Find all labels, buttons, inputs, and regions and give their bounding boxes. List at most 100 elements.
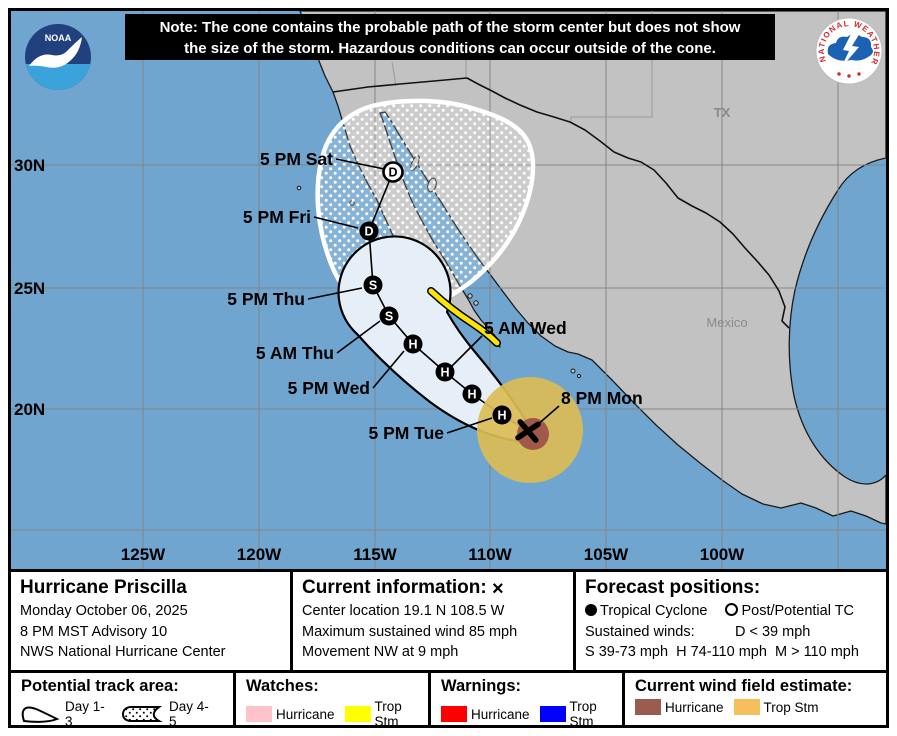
svg-text:S: S [385, 310, 393, 324]
forecast-map: TX Mexico [11, 11, 886, 569]
tropstorm-watch-label: Trop Stm [374, 699, 402, 729]
svg-text:D: D [388, 166, 397, 180]
tropical-cyclone-dot-icon [585, 604, 597, 616]
warnings-legend: Warnings: Hurricane Trop Stm [431, 673, 622, 729]
cone-day4-5-icon [121, 706, 163, 722]
movement: Movement NW at 9 mph [302, 644, 459, 660]
storm-title: Hurricane Priscilla [20, 577, 187, 598]
cone-day1-3-icon [21, 706, 60, 723]
region-label-tx: TX [714, 105, 731, 120]
svg-text:D: D [364, 225, 373, 239]
tropstorm-wind-label: Trop Stm [763, 699, 819, 715]
nws-lightning-icon [841, 32, 860, 68]
us-mexico-border [332, 77, 790, 329]
hurricane-watch-swatch [246, 706, 272, 722]
leader-lines [307, 158, 560, 434]
max-wind: Maximum sustained wind 85 mph [302, 623, 518, 640]
track-label-5pm-wed: 5 PM Wed [288, 378, 370, 398]
forecast-point-12h: H [462, 384, 482, 404]
lon-label-100w: 100W [700, 545, 745, 564]
storm-advisory: 8 PM MST Advisory 10 [20, 623, 168, 640]
storm-date: Monday October 06, 2025 [20, 603, 188, 619]
svg-text:H: H [467, 388, 476, 402]
lat-label-20n: 20N [14, 400, 45, 419]
note-line-2: the size of the storm. Hazardous conditi… [184, 40, 716, 57]
storm-panel: Hurricane Priscilla Monday October 06, 2… [11, 572, 290, 670]
forecast-point-5am-wed: H [435, 362, 455, 382]
wind-range-m: M > 110 mph [774, 644, 859, 660]
note-bar: Note: The cone contains the probable pat… [125, 14, 775, 60]
track-label-5pm-fri: 5 PM Fri [243, 207, 311, 227]
lon-label-105w: 105W [584, 545, 629, 564]
info-row: Hurricane Priscilla Monday October 06, 2… [11, 569, 886, 670]
center-location: Center location 19.1 N 108.5 W [302, 603, 505, 619]
divider [428, 673, 431, 725]
track-label-5am-thu: 5 AM Thu [256, 343, 334, 363]
wind-ranges-line: S 39-73 mph H 74-110 mph M > 110 mph [585, 642, 877, 663]
wind-range-h: H 74-110 mph [676, 644, 767, 660]
position-key: Tropical Cyclone Post/Potential TC [585, 601, 877, 622]
svg-text:H: H [408, 338, 417, 352]
current-position-x-marker [515, 419, 541, 443]
noaa-logo-text: NOAA [45, 33, 72, 43]
hurricane-warning-label: Hurricane [471, 706, 530, 722]
watches-legend: Watches: Hurricane Trop Stm [236, 673, 428, 729]
hurricane-wind-label: Hurricane [665, 699, 724, 715]
graphic-frame: TX Mexico [8, 8, 889, 729]
svg-text:S: S [369, 279, 377, 293]
tropstorm-watch-swatch [344, 706, 371, 722]
post-potential-tc-ring-icon [725, 603, 739, 616]
day13-label: Day 1-3 [65, 699, 105, 729]
forecast-point-5pm-fri: D [359, 221, 379, 241]
x-symbol: × [492, 578, 504, 600]
wind-field-title: Current wind field estimate: [635, 677, 853, 695]
current-info-title: Current information: × [302, 577, 504, 600]
current-info-panel: Current information: × Center location 1… [293, 572, 573, 670]
note-line-1: Note: The cone contains the probable pat… [159, 19, 741, 36]
svg-text:H: H [440, 366, 449, 380]
forecast-positions-panel: Forecast positions: Tropical Cyclone Post… [576, 572, 886, 670]
hurricane-wind-swatch [635, 699, 661, 715]
forecast-point-5pm-sat: D [382, 161, 404, 183]
track-time-labels: 5 PM Sat 5 PM Fri 5 PM Thu 5 AM Thu 5 PM… [227, 149, 642, 443]
noaa-logo: NOAA [23, 22, 93, 97]
forecast-point-5pm-tue: H [492, 405, 512, 425]
warnings-title: Warnings: [441, 677, 522, 695]
track-label-5pm-tue: 5 PM Tue [368, 423, 444, 443]
divider [290, 572, 293, 670]
potential-track-legend: Potential track area: Day 1-3 Day 4-5 [11, 673, 233, 729]
wind-field-legend: Current wind field estimate: Hurricane T… [625, 673, 886, 725]
forecast-points: D D S S H [359, 161, 512, 425]
map-area: TX Mexico [11, 11, 886, 569]
lon-label-115w: 115W [353, 545, 397, 564]
storm-agency: NWS National Hurricane Center [20, 644, 226, 660]
sustained-winds-line: Sustained winds: D < 39 mph [585, 622, 877, 643]
svg-text:H: H [497, 409, 506, 423]
lon-label-120w: 120W [237, 545, 282, 564]
wind-range-d: D < 39 mph [735, 623, 811, 640]
cone-day1-3 [337, 235, 534, 444]
tropstorm-warning-label: Trop Stm [569, 699, 597, 729]
forecast-point-5pm-wed: H [403, 334, 423, 354]
forecast-point-5pm-thu: S [363, 275, 383, 295]
legend-row: Potential track area: Day 1-3 Day 4-5 Wa… [11, 670, 886, 729]
forecast-positions-title: Forecast positions: [585, 577, 761, 598]
track-label-8pm-mon: 8 PM Mon [561, 388, 643, 408]
hurricane-warning-swatch [441, 706, 467, 722]
wind-range-s: S 39-73 mph [585, 644, 669, 660]
track-label-5pm-thu: 5 PM Thu [227, 289, 305, 309]
nws-logo: NATIONAL WEATHER SERVICE [811, 9, 884, 91]
region-label-mexico: Mexico [706, 315, 747, 330]
track-label-5pm-sat: 5 PM Sat [260, 149, 333, 169]
lon-label-110w: 110W [468, 545, 512, 564]
divider [573, 572, 576, 670]
hurricane-watch-label: Hurricane [276, 706, 335, 722]
lat-label-30n: 30N [14, 156, 45, 175]
day45-label: Day 4-5 [169, 699, 209, 729]
lat-label-25n: 25N [14, 279, 45, 298]
divider [622, 673, 625, 725]
forecast-point-5am-thu: S [379, 306, 399, 326]
tropstorm-warning-swatch [539, 706, 566, 722]
potential-track-title: Potential track area: [21, 677, 179, 695]
